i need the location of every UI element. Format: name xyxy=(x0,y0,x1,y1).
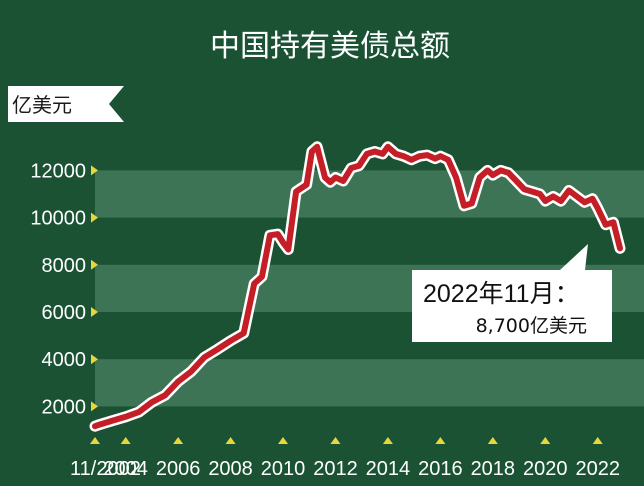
x-tick-label: 2012 xyxy=(313,458,358,480)
y-axis-ticks: 2000 4000 6000 8000 10000 12000 xyxy=(30,160,98,418)
x-tick-marker xyxy=(173,437,184,444)
x-tick-marker xyxy=(330,437,341,444)
y-tick-label: 10000 xyxy=(30,208,86,230)
annotation-date: 2022年11月： xyxy=(423,280,580,308)
annotation-callout-box xyxy=(412,244,612,342)
series-line xyxy=(92,143,623,430)
x-tick-label: 2004 xyxy=(103,458,148,480)
x-tick-label: 2006 xyxy=(156,458,201,480)
gridline-band xyxy=(95,359,644,407)
y-tick-marker xyxy=(91,354,98,365)
x-tick-marker xyxy=(90,437,100,444)
unit-label: 亿美元 xyxy=(12,93,72,117)
x-tick-label: 2018 xyxy=(471,458,516,480)
x-tick-marker xyxy=(120,437,131,444)
unit-label-tag-shape xyxy=(8,86,124,122)
y-tick-label: 6000 xyxy=(42,302,87,324)
x-tick-marker xyxy=(278,437,289,444)
x-tick-label: 2014 xyxy=(366,458,411,480)
y-tick-marker xyxy=(91,212,98,223)
x-tick-label: 2016 xyxy=(418,458,463,480)
x-tick-label: 2022 xyxy=(575,458,620,480)
x-tick-marker xyxy=(382,437,393,444)
x-tick-marker xyxy=(435,437,446,444)
unit-label-tag: 亿美元 xyxy=(8,86,124,122)
chart-title: 中国持有美债总额 xyxy=(210,29,450,64)
y-tick-marker xyxy=(91,401,98,412)
x-tick-marker xyxy=(487,437,498,444)
annotation-callout: 2022年11月： 8,700亿美元 xyxy=(412,244,612,342)
y-tick-marker xyxy=(91,259,98,270)
x-tick-label: 2020 xyxy=(523,458,568,480)
y-tick-label: 4000 xyxy=(42,349,87,371)
series-holdings xyxy=(89,141,626,432)
y-tick-marker xyxy=(91,165,98,176)
y-tick-label: 2000 xyxy=(42,396,87,418)
x-tick-label: 2010 xyxy=(261,458,306,480)
x-tick-label: 2008 xyxy=(208,458,253,480)
x-tick-label: 11/2002 xyxy=(70,458,141,480)
y-tick-label: 8000 xyxy=(42,255,87,277)
y-tick-marker xyxy=(91,307,98,317)
x-tick-marker xyxy=(540,437,551,444)
x-tick-marker xyxy=(225,437,236,444)
y-tick-label: 12000 xyxy=(30,160,86,182)
x-tick-marker xyxy=(592,437,603,444)
annotation-value: 8,700亿美元 xyxy=(476,315,587,337)
